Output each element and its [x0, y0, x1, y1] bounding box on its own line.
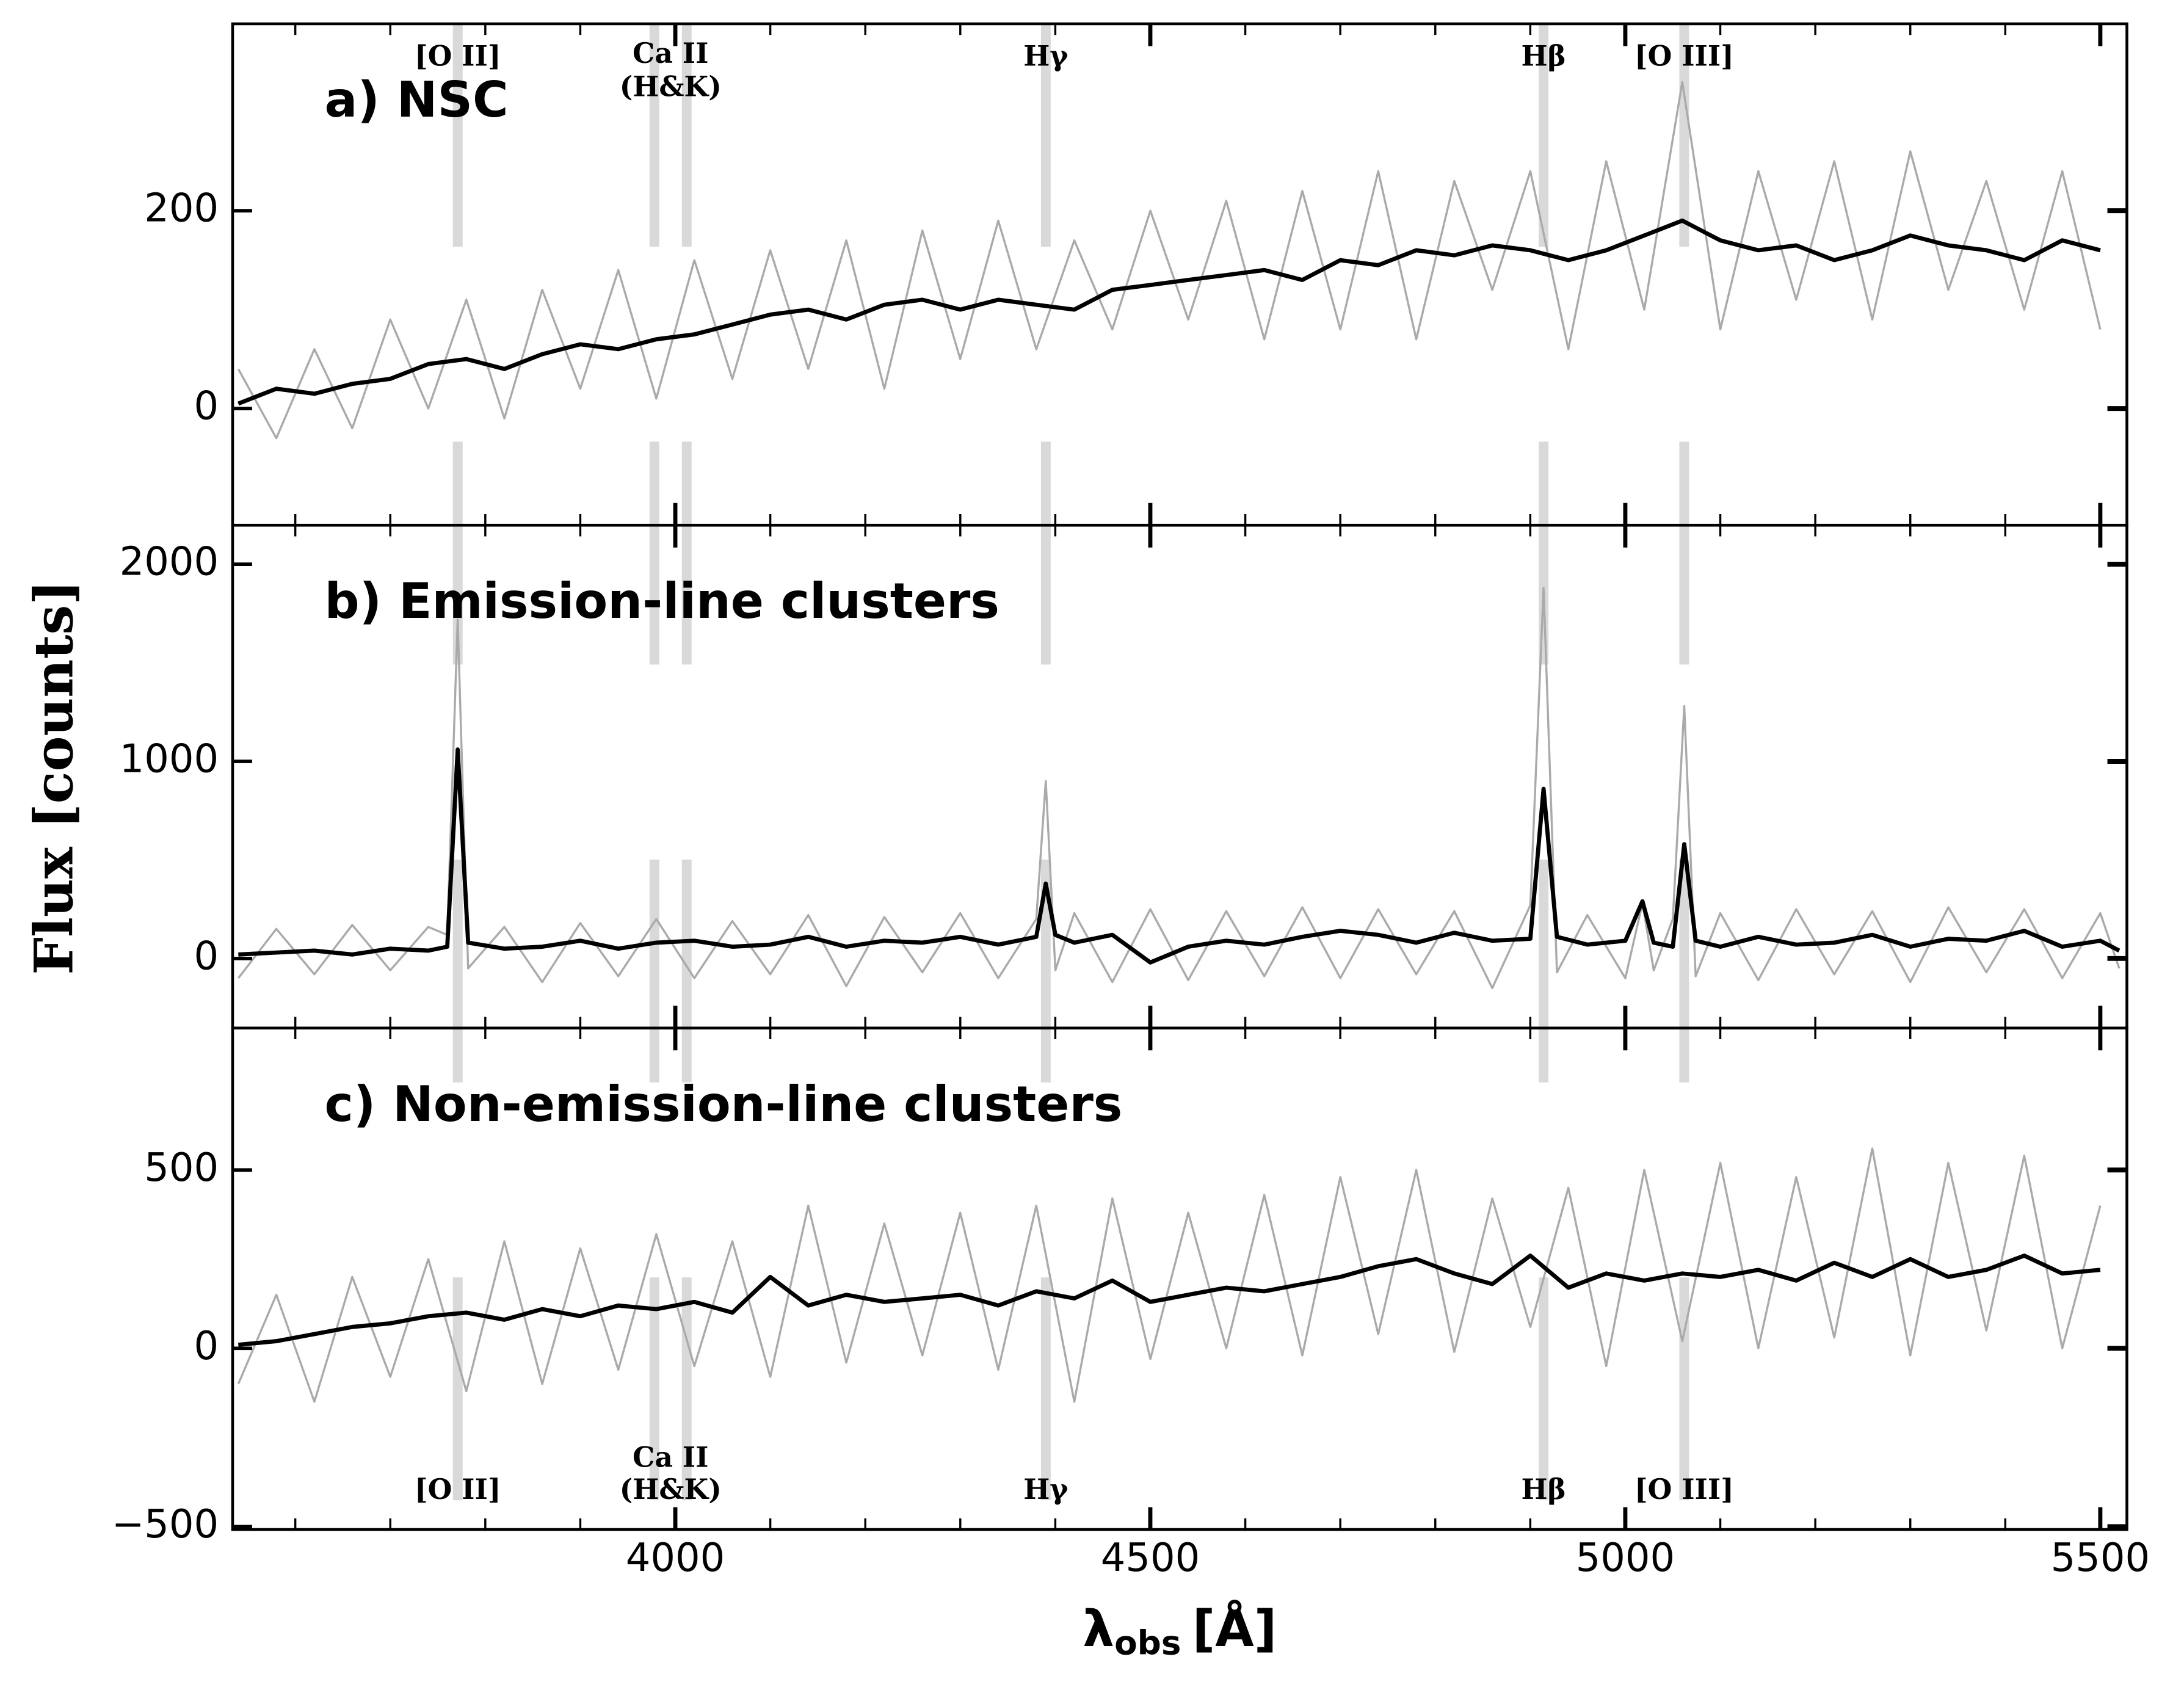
y-axis-label: Flux [counts]	[23, 580, 85, 975]
panel-frame	[231, 1026, 2128, 1531]
y-tick-label: 0	[194, 1324, 219, 1369]
individual-spectra	[237, 81, 2102, 440]
y-tick-label: 500	[144, 1145, 219, 1191]
individual-spectra	[237, 1147, 2102, 1403]
panel-frame	[231, 22, 2128, 527]
x-tick-label: 4000	[626, 1536, 725, 1581]
panel-title: a) NSC	[325, 71, 509, 128]
x-tick-label: 5000	[1576, 1536, 1675, 1581]
y-tick-label: −500	[112, 1502, 219, 1547]
y-tick-label: 1000	[120, 737, 219, 782]
y-tick-label: 0	[194, 934, 219, 979]
line-label: [O II]	[415, 40, 501, 73]
mean-spectrum	[238, 218, 2101, 406]
x-tick-label: 4500	[1101, 1536, 1200, 1581]
plot-area	[237, 81, 2102, 440]
line-label: [O II]	[415, 1473, 501, 1506]
x-label-subscript: obs	[1114, 1623, 1181, 1662]
line-label: (H&K)	[620, 1473, 722, 1506]
line-label: Ca II	[633, 1440, 708, 1473]
plot-area	[237, 587, 2121, 990]
line-label: [O III]	[1634, 40, 1734, 73]
panel-title: b) Emission-line clusters	[325, 573, 999, 629]
x-tick-label: 5500	[2051, 1536, 2150, 1581]
x-label-symbol: λ	[1083, 1600, 1114, 1658]
individual-spectra	[237, 587, 2121, 990]
plot-area	[237, 1147, 2102, 1403]
panel-title: c) Non-emission-line clusters	[325, 1076, 1123, 1133]
mean-spectrum	[238, 1253, 2101, 1347]
mean-spectrum	[238, 747, 2121, 965]
line-label: Hβ	[1521, 1473, 1565, 1506]
line-label: [O III]	[1634, 1473, 1734, 1506]
line-label: Hβ	[1521, 40, 1565, 73]
line-label: Ca II	[633, 37, 708, 70]
line-label: Hγ	[1023, 40, 1068, 73]
line-label: Hγ	[1023, 1473, 1068, 1506]
y-tick-label: 2000	[120, 540, 219, 585]
y-tick-label: 200	[144, 186, 219, 231]
y-tick-label: 0	[194, 384, 219, 429]
x-axis-label: λobs [Å]	[1083, 1599, 1277, 1662]
x-label-unit: [Å]	[1192, 1599, 1277, 1658]
line-label: (H&K)	[620, 70, 722, 103]
